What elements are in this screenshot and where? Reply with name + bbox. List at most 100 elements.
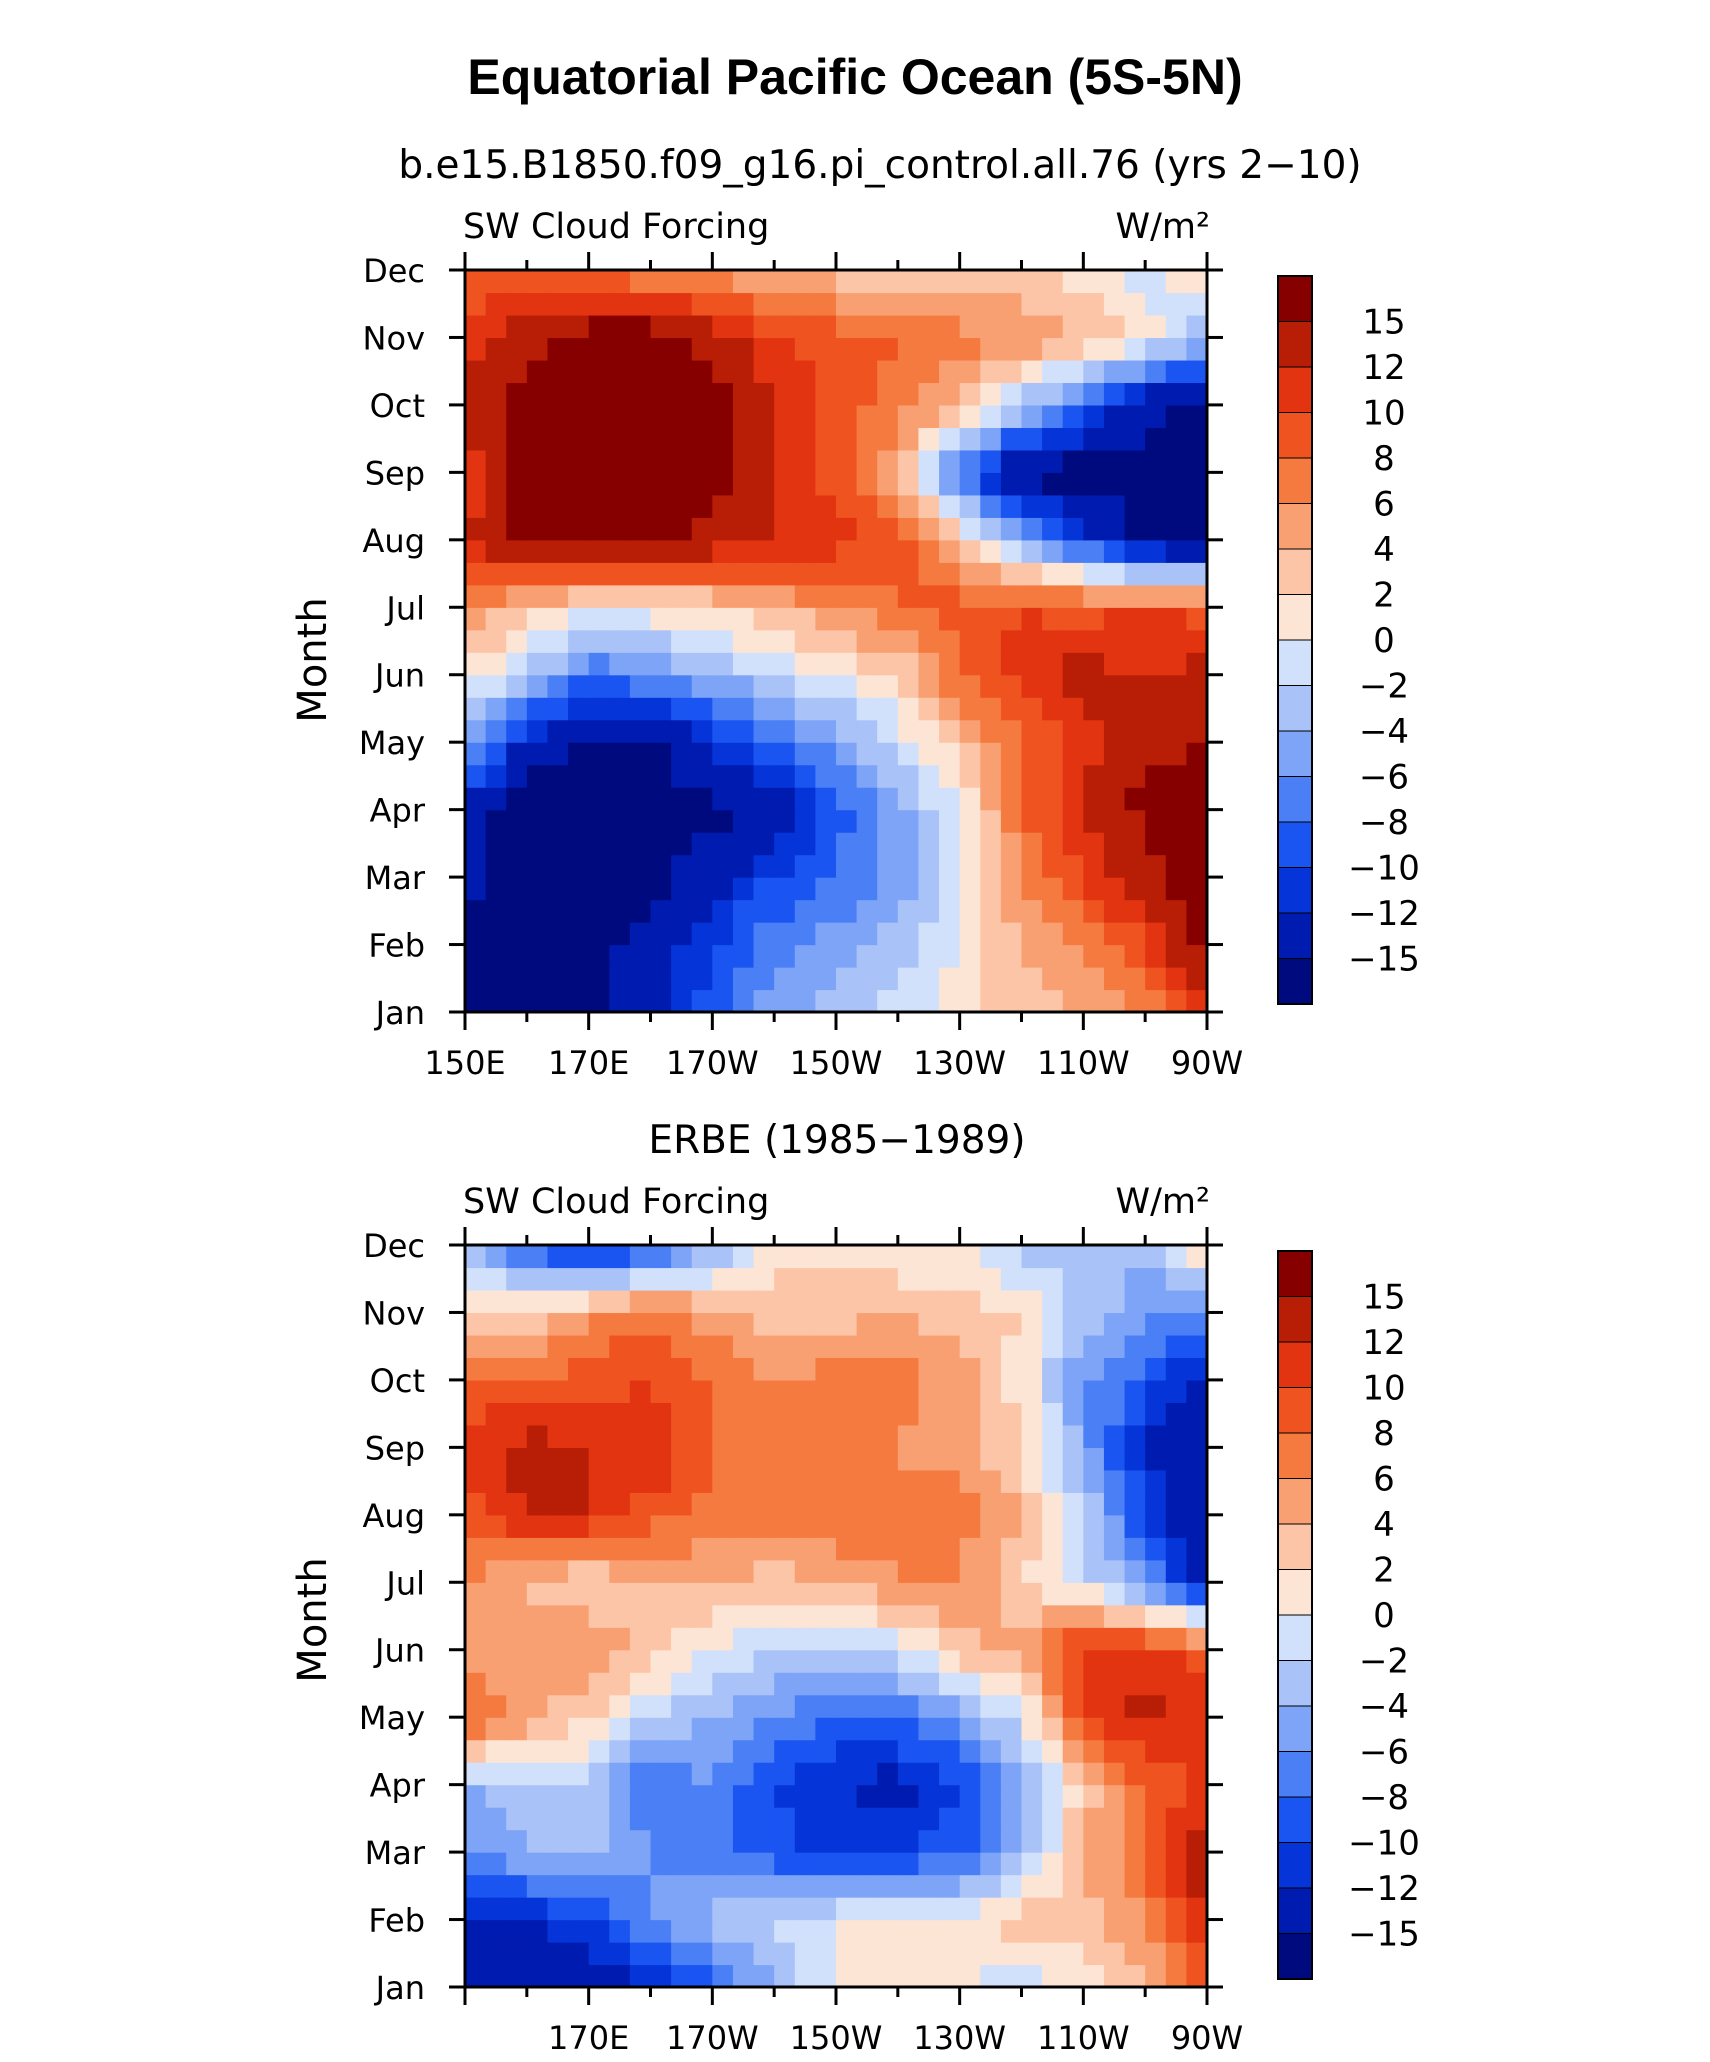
heatmap-cell bbox=[506, 449, 528, 473]
heatmap-cell bbox=[465, 1897, 487, 1921]
heatmap-cell bbox=[939, 1762, 961, 1786]
heatmap-cell bbox=[939, 562, 961, 586]
heatmap-cell bbox=[712, 1829, 734, 1853]
heatmap-cell bbox=[1186, 1852, 1208, 1876]
heatmap-cell bbox=[897, 629, 920, 653]
heatmap-cell bbox=[671, 674, 693, 698]
heatmap-cell bbox=[691, 1267, 713, 1291]
heatmap-cell bbox=[918, 314, 940, 339]
heatmap-cell bbox=[1042, 1357, 1064, 1381]
heatmap-cell bbox=[671, 1874, 693, 1898]
heatmap-cell bbox=[774, 584, 796, 608]
heatmap-cell bbox=[1083, 1447, 1105, 1471]
heatmap-cell bbox=[650, 1357, 672, 1381]
colorbar-label: −6 bbox=[1359, 1733, 1409, 1773]
heatmap-cell bbox=[547, 674, 569, 698]
heatmap-cell bbox=[1083, 809, 1105, 833]
heatmap-cell bbox=[568, 1357, 590, 1381]
heatmap-cell bbox=[753, 1829, 775, 1853]
heatmap-cell bbox=[1042, 449, 1064, 473]
heatmap-cell bbox=[1021, 674, 1043, 698]
heatmap-cell bbox=[1000, 809, 1023, 833]
heatmap-cell bbox=[547, 1514, 569, 1538]
heatmap-cell bbox=[1062, 674, 1084, 698]
heatmap-cell bbox=[485, 854, 507, 878]
heatmap-cell bbox=[506, 1762, 528, 1786]
heatmap-cell bbox=[753, 652, 775, 676]
heatmap-cell bbox=[465, 1964, 487, 1988]
heatmap-cell bbox=[547, 764, 569, 788]
heatmap-cell bbox=[732, 1447, 755, 1471]
heatmap-cell bbox=[815, 764, 837, 788]
heatmap-cell bbox=[588, 1739, 610, 1763]
heatmap-cell bbox=[753, 472, 775, 496]
heatmap-cell bbox=[1062, 539, 1084, 563]
heatmap-cell bbox=[774, 1919, 796, 1943]
heatmap-cell bbox=[774, 1942, 796, 1966]
heatmap-cell bbox=[650, 832, 672, 856]
heatmap-cell bbox=[1083, 1492, 1105, 1516]
heatmap-cell bbox=[526, 494, 549, 518]
heatmap-cell bbox=[568, 1739, 590, 1763]
heatmap-cell bbox=[691, 1942, 713, 1966]
heatmap-cell bbox=[1186, 1402, 1208, 1426]
colorbar-swatch bbox=[1277, 1569, 1313, 1616]
heatmap-cell bbox=[774, 494, 796, 518]
heatmap-cell bbox=[588, 674, 610, 698]
heatmap-cell bbox=[856, 1739, 878, 1763]
heatmap-cell bbox=[753, 314, 775, 339]
heatmap-cell bbox=[918, 337, 940, 361]
heatmap-cell bbox=[856, 1919, 878, 1943]
panel-subtitle: ERBE (1985−1989) bbox=[648, 1118, 1025, 1163]
heatmap-cell bbox=[980, 1807, 1002, 1831]
heatmap-cell bbox=[1124, 922, 1146, 946]
heatmap-cell bbox=[506, 854, 528, 878]
heatmap-cell bbox=[774, 472, 796, 496]
heatmap-cell bbox=[691, 1245, 713, 1269]
heatmap-cell bbox=[1083, 1334, 1105, 1359]
heatmap-cell bbox=[753, 922, 775, 946]
heatmap-cell bbox=[629, 1694, 652, 1718]
heatmap-cell bbox=[980, 1514, 1002, 1538]
heatmap-cell bbox=[836, 944, 858, 968]
heatmap-cell bbox=[1083, 1829, 1105, 1853]
heatmap-cell bbox=[877, 270, 899, 294]
y-tick-label: May bbox=[359, 724, 425, 762]
heatmap-cell bbox=[1062, 877, 1084, 901]
heatmap-cell bbox=[959, 1537, 981, 1561]
heatmap-cell bbox=[732, 1874, 755, 1898]
heatmap-cell bbox=[1000, 944, 1023, 968]
heatmap-cell bbox=[774, 742, 796, 766]
heatmap-cell bbox=[836, 1807, 858, 1831]
heatmap-cell bbox=[691, 1649, 713, 1673]
heatmap-cell bbox=[732, 292, 755, 316]
heatmap-cell bbox=[568, 629, 590, 653]
heatmap-cell bbox=[609, 517, 631, 541]
heatmap-cell bbox=[650, 1312, 672, 1336]
heatmap-cell bbox=[794, 1312, 816, 1336]
heatmap-cell bbox=[712, 1627, 734, 1651]
heatmap-cell bbox=[856, 539, 878, 563]
heatmap-cell bbox=[918, 1559, 940, 1583]
heatmap-cell bbox=[691, 472, 713, 496]
heatmap-cell bbox=[1124, 539, 1146, 563]
heatmap-cell bbox=[485, 1379, 507, 1403]
heatmap-cell bbox=[506, 1582, 528, 1606]
heatmap-cell bbox=[568, 1717, 590, 1741]
heatmap-cell bbox=[877, 877, 899, 901]
heatmap-cell bbox=[794, 1402, 816, 1426]
heatmap-cell bbox=[712, 1267, 734, 1291]
heatmap-cell bbox=[836, 1312, 858, 1336]
heatmap-cell bbox=[980, 1469, 1002, 1493]
heatmap-cell bbox=[1042, 382, 1064, 406]
heatmap-cell bbox=[712, 607, 734, 631]
heatmap-cell bbox=[794, 1379, 816, 1403]
heatmap-cell bbox=[1062, 832, 1084, 856]
colorbar-frame bbox=[1277, 275, 1313, 1005]
heatmap-cell bbox=[506, 607, 528, 631]
heatmap-cell bbox=[1165, 674, 1187, 698]
heatmap-cell bbox=[774, 1672, 796, 1696]
heatmap-cell bbox=[1042, 472, 1064, 496]
heatmap-cell bbox=[1103, 1874, 1126, 1898]
heatmap-cell bbox=[732, 472, 755, 496]
